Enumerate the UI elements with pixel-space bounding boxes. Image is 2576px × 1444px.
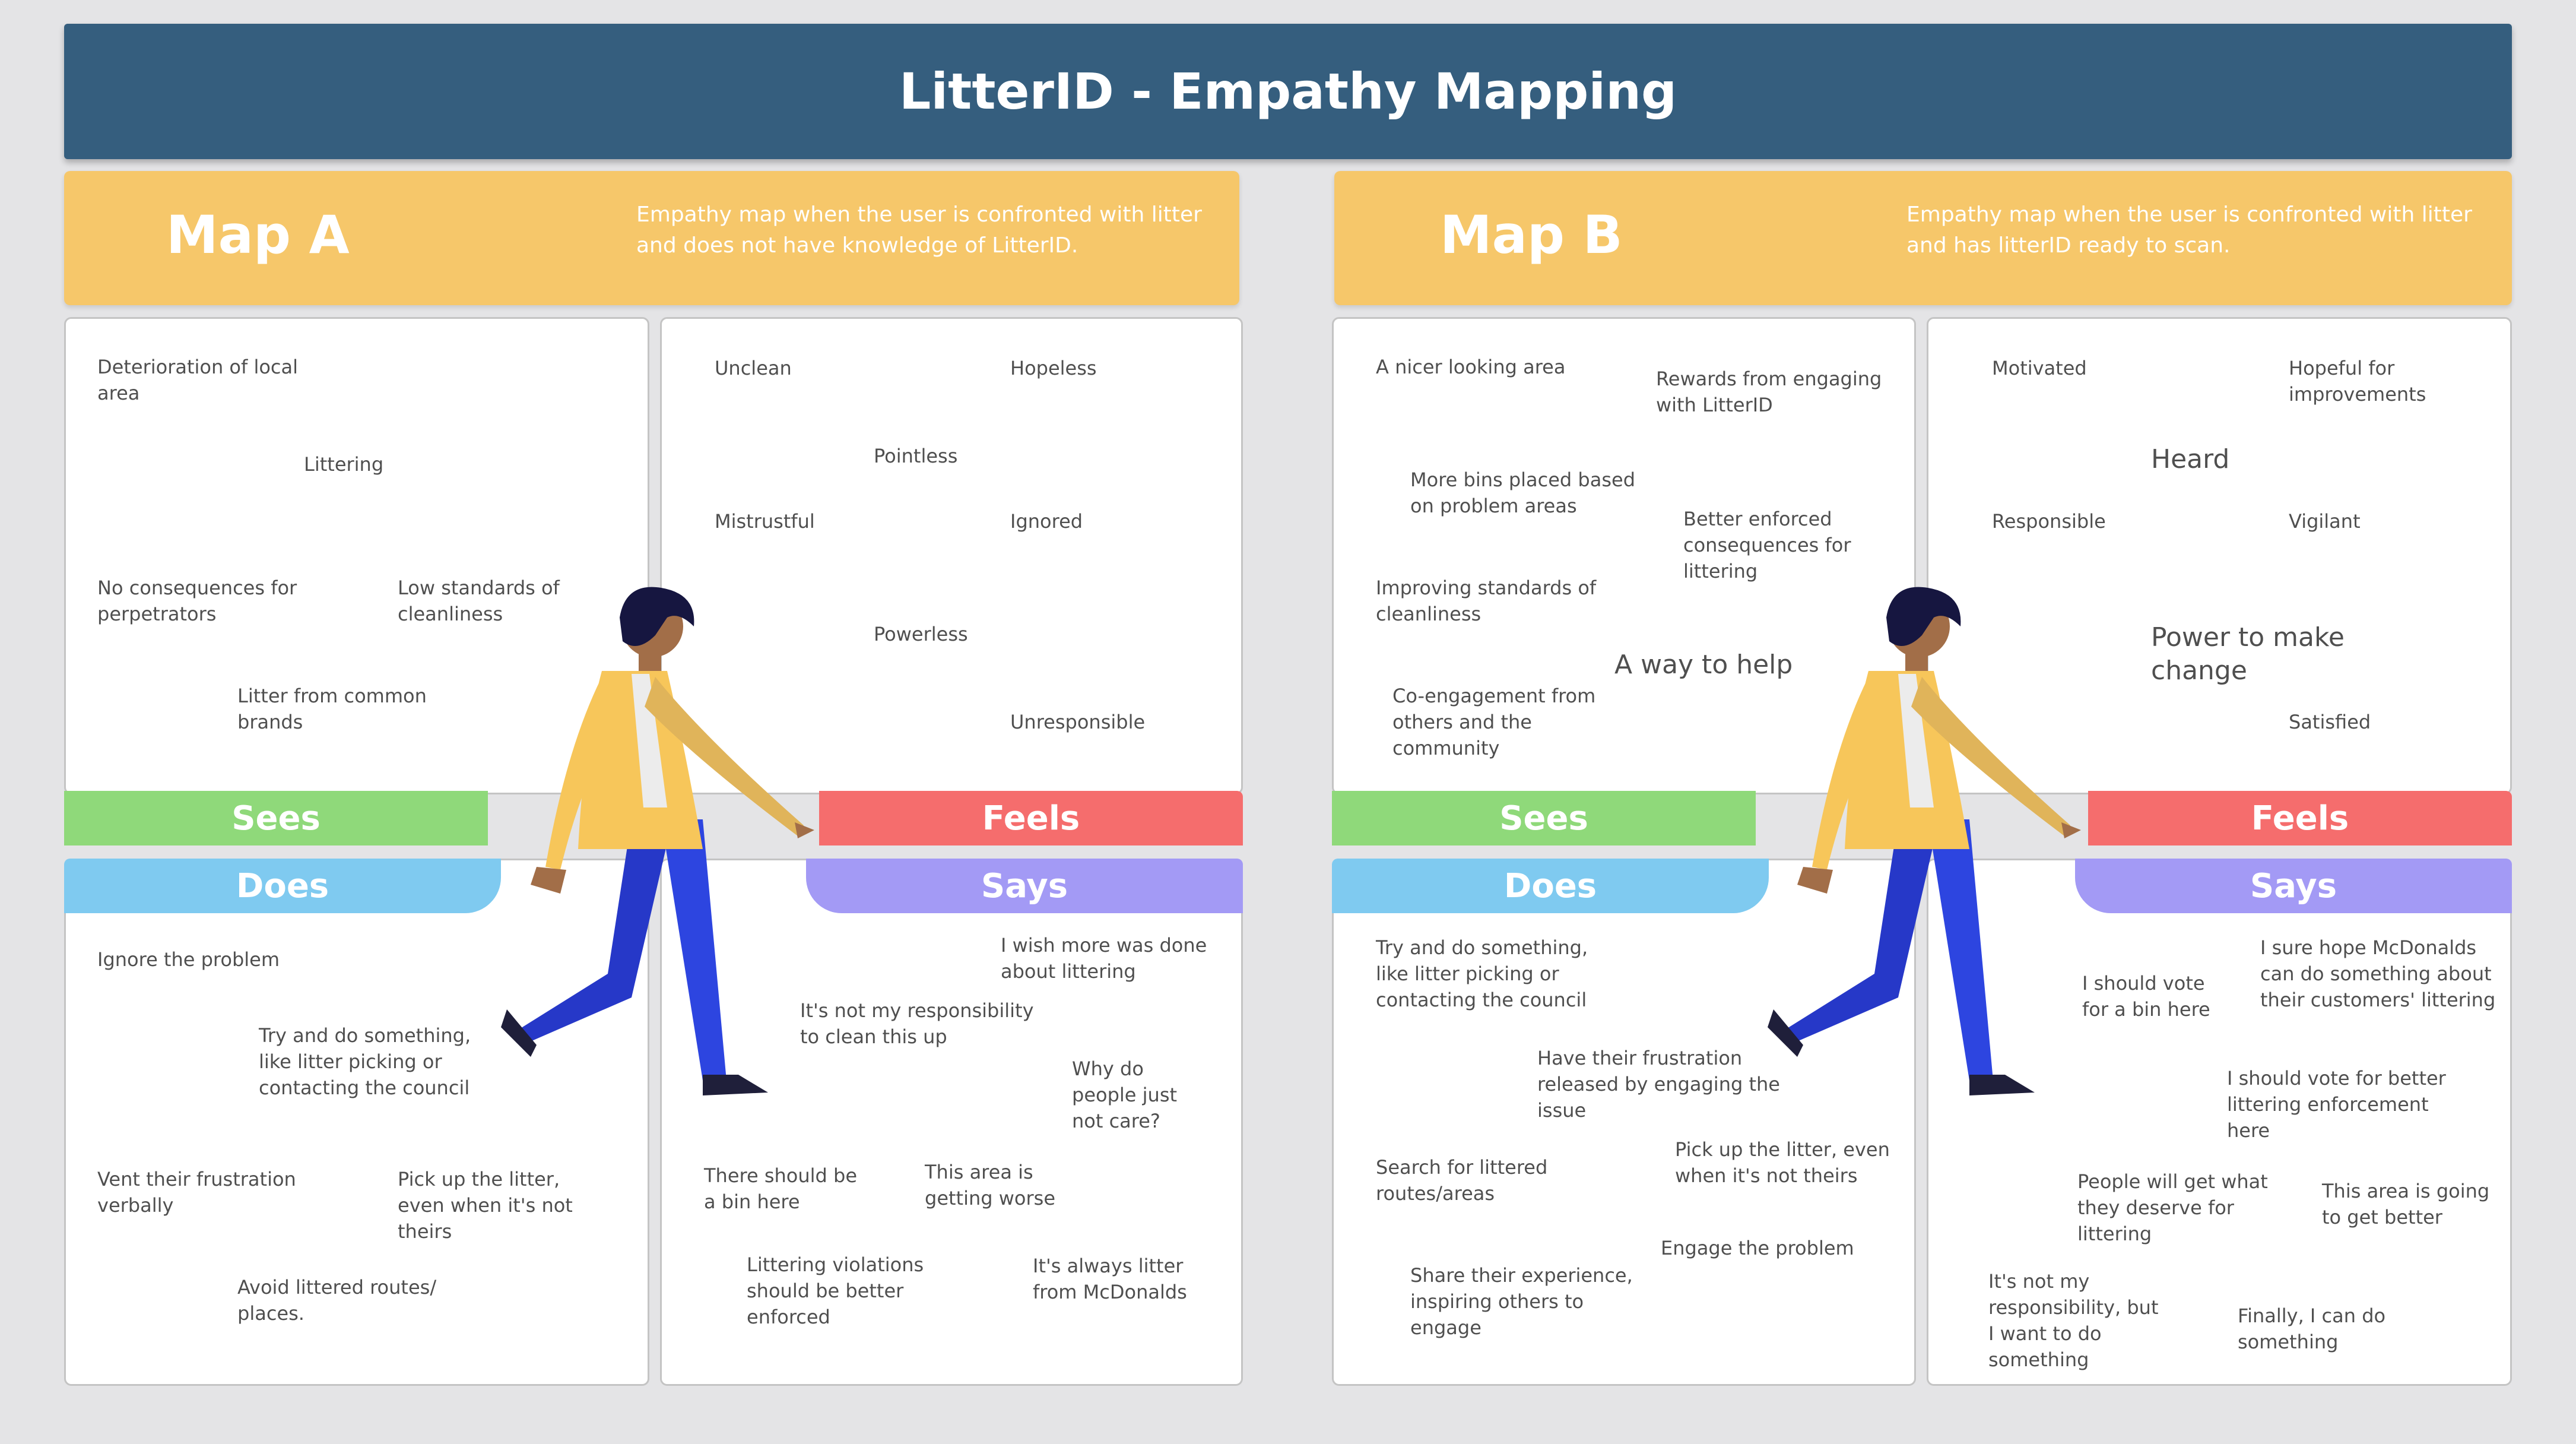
sticky-note: People will get what they deserve for li… — [2077, 1170, 2268, 1245]
sticky-note: Littering — [304, 453, 384, 476]
map-b-sees-label: Sees — [1332, 791, 1756, 846]
map-a-does-panel — [64, 859, 649, 1386]
map-a-says-panel — [660, 859, 1243, 1386]
map-b-says-label: Says — [2075, 859, 2512, 913]
map-a-title: Map A — [166, 204, 350, 265]
sticky-note: Littering violations should be better en… — [747, 1253, 924, 1328]
sticky-note: More bins placed based on problem areas — [1410, 468, 1635, 517]
sticky-note: Power to make change — [2151, 622, 2345, 686]
map-b-description: Empathy map when the user is confronted … — [1906, 202, 2472, 258]
sticky-note: Hopeless — [1010, 357, 1097, 379]
map-a-feels-panel — [660, 317, 1243, 794]
sticky-note: It's not my responsibility to clean this… — [800, 999, 1034, 1048]
sticky-note: This area is going to get better — [2322, 1180, 2490, 1228]
map-b-title: Map B — [1440, 204, 1623, 265]
map-a-says-label: Says — [806, 859, 1243, 913]
sticky-note: Avoid littered routes/ places. — [237, 1276, 437, 1325]
sticky-note: Powerless — [874, 623, 968, 645]
sticky-note: Finally, I can do something — [2238, 1304, 2386, 1353]
sticky-note: Have their frustration released by engag… — [1537, 1047, 1780, 1122]
sticky-note: Satisfied — [2289, 711, 2371, 733]
sticky-note: Ignore the problem — [97, 948, 280, 971]
title-bar: LitterID - Empathy Mapping — [64, 24, 2512, 159]
sticky-note: Motivated — [1992, 357, 2087, 379]
map-b-feels-label: Feels — [2088, 791, 2512, 846]
map-a-feels-label: Feels — [819, 791, 1243, 846]
sticky-note: Improving standards of cleanliness — [1376, 577, 1597, 625]
sticky-note: Unresponsible — [1010, 711, 1146, 733]
sticky-note: Pick up the litter, even when it's not t… — [398, 1168, 573, 1243]
sticky-note: I should vote for a bin here — [2082, 972, 2210, 1021]
sticky-note: Better enforced consequences for litteri… — [1683, 508, 1851, 582]
sticky-note: Why do people just not care? — [1072, 1057, 1178, 1132]
sticky-note: No consequences for perpetrators — [97, 577, 297, 625]
map-b-header: Map B Empathy map when the user is confr… — [1334, 171, 2512, 305]
sticky-note: There should be a bin here — [704, 1164, 858, 1213]
sticky-note: I sure hope McDonalds can do something a… — [2260, 936, 2496, 1011]
sticky-note: Pointless — [874, 445, 958, 467]
feels-label-text: Feels — [2251, 799, 2349, 838]
sticky-note: A way to help — [1614, 650, 1793, 680]
sticky-note: Pick up the litter, even when it's not t… — [1675, 1138, 1890, 1187]
sees-label-text: Sees — [231, 799, 321, 838]
sticky-note: Heard — [2151, 444, 2230, 474]
map-a-header: Map A Empathy map when the user is confr… — [64, 171, 1239, 305]
sticky-note: Try and do something, like litter pickin… — [259, 1024, 471, 1099]
sticky-note: Responsible — [1992, 510, 2106, 533]
sticky-note: Vigilant — [2289, 510, 2361, 533]
sticky-note: I should vote for better littering enfor… — [2227, 1067, 2446, 1142]
map-a-description: Empathy map when the user is confronted … — [636, 202, 1202, 258]
sees-label-text: Sees — [1499, 799, 1588, 838]
map-b-feels-panel — [1927, 317, 2512, 794]
says-label-text: Says — [981, 866, 1068, 905]
sticky-note: This area is getting worse — [925, 1161, 1056, 1209]
sticky-note: Vent their frustration verbally — [97, 1168, 296, 1217]
sticky-note: Low standards of cleanliness — [398, 577, 560, 625]
map-a-sees-panel — [64, 317, 649, 794]
sticky-note: Engage the problem — [1661, 1237, 1854, 1259]
sticky-note: Search for littered routes/areas — [1376, 1156, 1548, 1205]
sticky-note: Litter from common brands — [237, 685, 427, 733]
sticky-note: Ignored — [1010, 510, 1083, 533]
person-walking-illustration — [1768, 587, 2081, 1095]
map-b-does-label: Does — [1332, 859, 1769, 913]
sticky-note: Share their experience, inspiring others… — [1410, 1264, 1633, 1339]
sticky-note: Unclean — [715, 357, 792, 379]
sticky-note: Rewards from engaging with LitterID — [1656, 368, 1882, 416]
says-label-text: Says — [2250, 866, 2337, 905]
sticky-note: It's always litter from McDonalds — [1033, 1255, 1187, 1303]
page-title: LitterID - Empathy Mapping — [899, 62, 1677, 121]
sticky-note: Co-engagement from others and the commun… — [1392, 685, 1596, 759]
sticky-note: Mistrustful — [715, 510, 815, 533]
map-a-does-label: Does — [64, 859, 501, 913]
person-walking-illustration — [501, 587, 814, 1095]
does-label-text: Does — [1503, 866, 1597, 905]
map-b-sees-panel — [1332, 317, 1916, 794]
map-b-says-panel — [1927, 859, 2512, 1386]
sticky-note: It's not my responsibility, but I want t… — [1988, 1270, 2159, 1371]
sticky-note: I wish more was done about littering — [1001, 934, 1207, 983]
feels-label-text: Feels — [982, 799, 1080, 838]
sticky-note: Hopeful for improvements — [2289, 357, 2426, 406]
sticky-note: Deterioration of local area — [97, 356, 298, 404]
does-label-text: Does — [236, 866, 329, 905]
map-a-sees-label: Sees — [64, 791, 488, 846]
map-b-does-panel — [1332, 859, 1916, 1386]
sticky-note: A nicer looking area — [1376, 356, 1566, 378]
sticky-note: Try and do something, like litter pickin… — [1376, 936, 1588, 1011]
